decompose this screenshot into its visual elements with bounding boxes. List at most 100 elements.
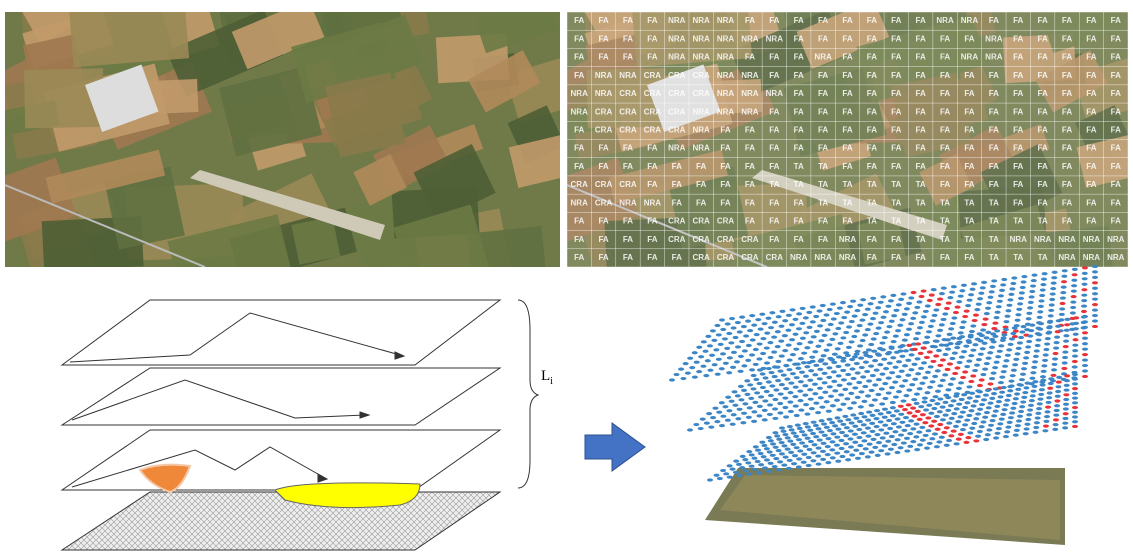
point: [1082, 358, 1088, 362]
point: [873, 425, 880, 429]
grid-label: FA: [1111, 89, 1121, 98]
point: [702, 349, 709, 353]
point: [889, 400, 896, 405]
point: [723, 472, 730, 476]
grid-label: FA: [647, 144, 657, 153]
point: [924, 304, 931, 308]
point: [1063, 339, 1070, 343]
point: [813, 435, 820, 439]
point: [826, 417, 833, 421]
point: [835, 459, 842, 463]
point: [1036, 402, 1043, 406]
grid-label: FA: [769, 198, 779, 207]
grid-label: FA: [940, 34, 950, 43]
point: [868, 450, 875, 454]
grid-label: FA: [989, 144, 999, 153]
point: [821, 433, 828, 437]
point: [1024, 381, 1031, 385]
point: [837, 419, 844, 423]
point: [1042, 353, 1049, 357]
point: [925, 429, 932, 433]
point: [726, 356, 733, 360]
point: [840, 422, 847, 427]
point: [751, 456, 758, 460]
grid-label: FA: [1013, 144, 1023, 153]
point: [918, 320, 925, 324]
point: [834, 416, 841, 420]
point: [926, 403, 933, 407]
grid-label: TA: [842, 198, 852, 207]
grid-label: CRA: [741, 235, 759, 244]
grid-label: NRA: [741, 89, 759, 98]
point: [744, 392, 751, 396]
point: [733, 459, 740, 463]
grid-label: FA: [1111, 107, 1121, 116]
grid-label: FA: [989, 89, 999, 98]
point: [684, 371, 691, 375]
point: [992, 321, 999, 325]
point: [890, 293, 897, 297]
point: [1039, 375, 1046, 379]
grid-label: FA: [672, 180, 682, 189]
point: [938, 292, 945, 296]
point: [882, 396, 889, 401]
point: [990, 340, 997, 344]
point: [722, 361, 729, 365]
point: [983, 437, 990, 442]
grid-label: CRA: [692, 71, 710, 80]
point: [842, 414, 849, 419]
point: [835, 427, 842, 431]
point: [757, 327, 764, 331]
point: [782, 455, 789, 459]
point: [802, 422, 809, 426]
trajectory: [69, 312, 401, 363]
point: [1020, 280, 1027, 284]
point: [1045, 331, 1052, 335]
grid-label: FA: [1013, 107, 1023, 116]
point: [1007, 389, 1014, 393]
point: [838, 446, 845, 451]
grid-label: FA: [1086, 198, 1096, 207]
point: [925, 416, 932, 420]
point: [749, 314, 756, 318]
point: [803, 403, 810, 407]
point: [967, 333, 974, 337]
point: [799, 321, 806, 325]
point: [873, 417, 880, 421]
point: [703, 374, 710, 378]
grid-label: FA: [989, 126, 999, 135]
point: [838, 438, 845, 443]
point: [947, 342, 954, 346]
grid-label: FA: [940, 162, 950, 171]
point: [815, 344, 822, 348]
point: [938, 343, 945, 347]
point: [999, 288, 1006, 292]
point: [884, 330, 891, 334]
grid-label: FA: [940, 53, 950, 62]
grid-label: NRA: [668, 34, 686, 43]
point: [1063, 383, 1070, 387]
grid-label: NRA: [571, 89, 589, 98]
point: [862, 351, 869, 355]
point: [982, 415, 989, 419]
point: [782, 405, 789, 410]
grid-label: FA: [745, 162, 755, 171]
point: [902, 379, 909, 383]
point: [1005, 309, 1012, 313]
point: [713, 348, 720, 352]
point: [1026, 413, 1033, 417]
point: [852, 386, 859, 390]
grid-label: CRA: [717, 235, 735, 244]
point: [991, 414, 998, 418]
point: [897, 323, 904, 327]
grid-label: FA: [1111, 144, 1121, 153]
point: [707, 478, 713, 482]
point: [745, 415, 752, 419]
point: [977, 407, 984, 411]
point: [853, 416, 860, 420]
grid-label: TA: [1013, 217, 1023, 226]
point: [834, 451, 841, 455]
point: [858, 411, 865, 416]
point: [1014, 318, 1021, 322]
